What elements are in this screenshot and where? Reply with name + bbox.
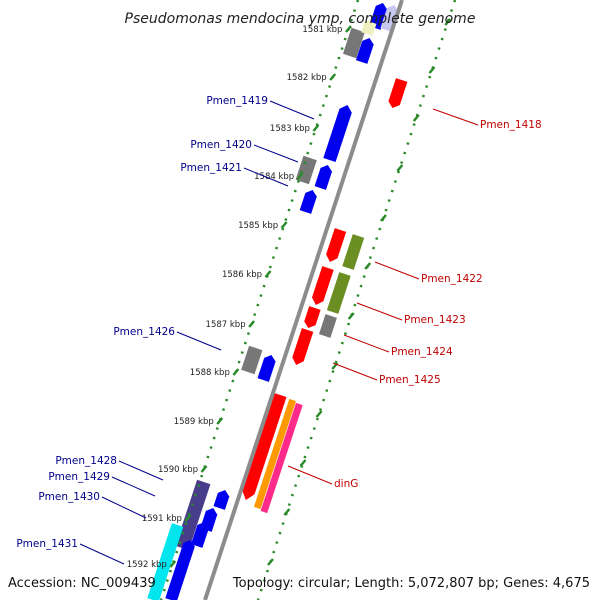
gene-label-reverse: Pmen_1420 <box>190 139 252 151</box>
feature-red <box>312 266 334 305</box>
outer-tick-mark <box>396 164 404 172</box>
feature-blue <box>191 522 209 548</box>
outer-tick-mark <box>299 459 307 467</box>
feature-cyan <box>147 523 184 600</box>
backbone-line <box>203 0 404 600</box>
gene-leader-line <box>79 543 125 565</box>
outer-tick-mark <box>444 18 452 26</box>
gene-label-reverse: Pmen_1430 <box>38 491 100 503</box>
kbp-tick-mark <box>216 417 224 425</box>
gene-label-reverse: Pmen_1428 <box>55 455 117 467</box>
feature-gray <box>241 345 263 375</box>
kbp-tick-label: 1592 kbp <box>127 560 167 570</box>
gene-label-forward: Pmen_1424 <box>391 346 453 358</box>
feature-blue <box>323 105 352 162</box>
feature-gray <box>295 155 317 185</box>
kbp-tick-label: 1591 kbp <box>142 514 182 524</box>
feature-olive <box>342 234 365 270</box>
kbp-tick-label: 1583 kbp <box>270 124 310 134</box>
outer-tick-mark <box>412 114 420 122</box>
feature-olive <box>326 272 351 314</box>
outer-tick-mark <box>347 312 355 320</box>
gene-leader-line <box>432 108 479 126</box>
feature-blue <box>257 355 276 382</box>
feature-gray <box>319 314 337 338</box>
kbp-tick-label: 1581 kbp <box>302 25 342 35</box>
gene-leader-line <box>101 496 147 519</box>
gene-label-reverse: Pmen_1421 <box>180 162 242 174</box>
gene-leader-line <box>176 331 222 351</box>
gene-label-reverse: Pmen_1426 <box>113 326 175 338</box>
kbp-tick-mark <box>312 124 320 132</box>
kbp-ruler: 1581 kbp 1582 kbp 1583 kbp 1584 kbp 1585 kbp… <box>127 0 457 600</box>
feature-blue <box>355 38 374 64</box>
kbp-tick-label: 1588 kbp <box>190 368 230 378</box>
kbp-tick-mark <box>345 25 352 33</box>
outer-tick-mark <box>267 558 274 566</box>
gene-leader-line <box>118 460 164 481</box>
kbp-tick-mark <box>296 172 304 180</box>
gene-label-forward: dinG <box>334 478 358 490</box>
kbp-tick-label: 1589 kbp <box>174 417 214 427</box>
outer-tick-mark <box>428 66 436 74</box>
gene-leader-line <box>287 465 333 485</box>
gene-leader-line <box>374 261 420 280</box>
outer-tick-mark <box>283 508 291 516</box>
gene-label-forward: Pmen_1418 <box>480 119 542 131</box>
kbp-tick-mark <box>280 221 288 229</box>
kbp-tick-mark <box>264 270 272 278</box>
gene-leader-line <box>111 476 156 497</box>
gene-label-forward: Pmen_1425 <box>379 374 441 386</box>
feature-red <box>326 228 347 262</box>
gene-leader-line <box>269 100 315 120</box>
feature-red <box>388 78 408 108</box>
outer-tick-mark <box>315 410 323 418</box>
gene-label-reverse: Pmen_1429 <box>48 471 110 483</box>
kbp-tick-label: 1587 kbp <box>206 320 246 330</box>
kbp-tick-mark <box>232 368 240 376</box>
kbp-tick-label: 1582 kbp <box>287 73 327 83</box>
feature-paleyellow <box>361 20 377 36</box>
gene-labels: Pmen_1419 Pmen_1420 Pmen_1421 Pmen_1426 Pmen… <box>16 95 542 565</box>
feature-blue <box>165 540 195 600</box>
outer-tick-mark <box>379 214 387 222</box>
feature-blue <box>213 490 230 510</box>
feature-gray <box>343 27 365 59</box>
gene-label-reverse: Pmen_1431 <box>16 538 78 550</box>
gene-label-forward: Pmen_1422 <box>421 273 483 285</box>
gene-leader-line <box>253 144 299 163</box>
feature-blue <box>299 190 317 214</box>
gene-leader-line <box>243 167 289 187</box>
genome-summary: Topology: circular; Length: 5,072,807 bp… <box>232 576 590 591</box>
kbp-tick-label: 1584 kbp <box>254 172 294 182</box>
gene-label-forward: Pmen_1423 <box>404 314 466 326</box>
gene-label-reverse: Pmen_1419 <box>206 95 268 107</box>
feature-red <box>292 328 314 365</box>
feature-orange <box>253 398 296 510</box>
kbp-tick-mark <box>184 514 192 522</box>
kbp-tick-mark <box>248 320 256 328</box>
inner-tick-dots <box>159 0 360 600</box>
kbp-tick-mark <box>329 73 337 81</box>
feature-pink <box>260 402 303 514</box>
kbp-tick-label: 1590 kbp <box>158 465 198 475</box>
feature-tracks <box>147 3 408 600</box>
kbp-tick-mark <box>200 465 208 473</box>
feature-red <box>304 306 321 328</box>
kbp-tick-label: 1586 kbp <box>222 270 262 280</box>
gene-leader-line <box>332 362 378 381</box>
gene-leader-line <box>356 302 403 321</box>
gene-leader-line <box>343 334 390 353</box>
kbp-tick-label: 1585 kbp <box>238 221 278 231</box>
map-title: Pseudomonas mendocina ymp, complete geno… <box>125 11 476 27</box>
kbp-tick-mark <box>169 560 177 568</box>
accession-text: Accession: NC_009439 <box>8 576 156 591</box>
genome-backbone <box>203 0 404 600</box>
outer-tick-mark <box>364 262 372 270</box>
feature-red <box>242 393 287 500</box>
feature-blue <box>314 165 332 190</box>
